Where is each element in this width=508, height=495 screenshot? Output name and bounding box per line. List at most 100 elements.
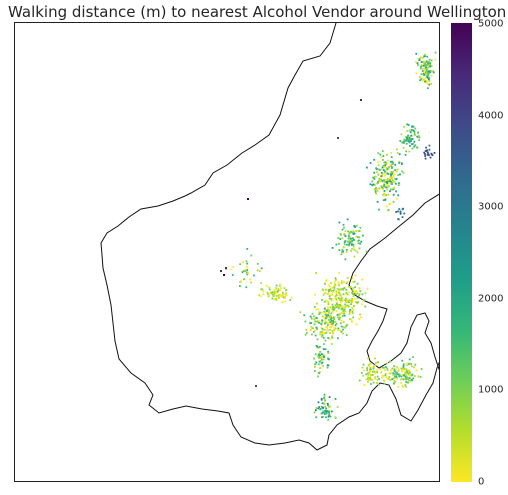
distance-point xyxy=(354,274,357,277)
distance-point xyxy=(266,291,269,294)
distance-point xyxy=(351,289,354,291)
distance-point xyxy=(332,320,334,322)
distance-point xyxy=(392,377,395,380)
distance-point xyxy=(377,161,380,163)
map-title: Walking distance (m) to nearest Alcohol … xyxy=(8,3,507,21)
distance-point xyxy=(418,76,421,78)
distance-point xyxy=(284,293,287,296)
distance-point xyxy=(399,210,402,213)
distance-point xyxy=(267,293,270,296)
distance-point xyxy=(402,147,405,149)
distance-point xyxy=(384,369,386,371)
distance-point xyxy=(321,361,324,364)
distance-point xyxy=(335,298,338,300)
distance-point xyxy=(408,129,411,132)
distance-point xyxy=(332,332,335,335)
distance-point xyxy=(290,296,293,299)
distance-point xyxy=(406,376,408,379)
distance-point xyxy=(350,299,353,302)
distance-point xyxy=(363,384,366,386)
distance-point xyxy=(313,318,316,321)
distance-point xyxy=(325,326,328,328)
distance-point xyxy=(262,290,265,293)
distance-point xyxy=(326,315,329,317)
distance-point xyxy=(265,284,268,287)
distance-point xyxy=(329,323,332,325)
distance-point xyxy=(356,297,359,299)
distance-point xyxy=(322,348,325,350)
distance-point xyxy=(303,314,306,317)
distance-point xyxy=(335,297,337,299)
distance-point xyxy=(396,366,399,368)
distance-point xyxy=(318,406,320,408)
distance-point xyxy=(415,146,418,149)
distance-point xyxy=(428,70,431,73)
distance-point xyxy=(400,367,403,370)
distance-point xyxy=(279,289,282,292)
distance-point xyxy=(356,292,359,295)
distance-point xyxy=(378,378,380,380)
distance-point xyxy=(323,310,325,313)
distance-point xyxy=(358,287,361,289)
distance-point xyxy=(310,326,313,329)
distance-point xyxy=(370,374,372,377)
distance-point xyxy=(315,407,318,409)
distance-point xyxy=(355,230,358,232)
distance-point xyxy=(334,284,337,286)
distance-point xyxy=(410,374,413,377)
distance-point xyxy=(344,240,347,242)
distance-point xyxy=(338,288,341,291)
distance-point xyxy=(402,374,405,377)
distance-point xyxy=(321,402,324,405)
distance-point xyxy=(389,176,392,178)
distance-point xyxy=(365,378,367,381)
distance-point xyxy=(367,364,370,367)
distance-point xyxy=(427,65,429,68)
distance-point xyxy=(381,185,384,187)
distance-point xyxy=(369,373,371,376)
distance-point xyxy=(402,172,405,174)
distance-point xyxy=(387,173,390,175)
distance-point xyxy=(425,146,427,149)
distance-point xyxy=(313,323,316,326)
distance-point xyxy=(331,247,334,249)
distance-point xyxy=(410,363,413,365)
distance-point xyxy=(353,248,355,251)
distance-point xyxy=(345,298,348,300)
distance-point xyxy=(341,288,344,290)
distance-point xyxy=(397,218,400,220)
distance-point xyxy=(392,374,395,376)
distance-point xyxy=(339,305,341,308)
distance-point xyxy=(420,61,423,63)
distance-point xyxy=(390,171,393,173)
distance-point xyxy=(411,125,413,128)
distance-point xyxy=(278,284,281,287)
distance-point xyxy=(323,396,326,399)
distance-point xyxy=(250,254,253,257)
distance-point xyxy=(324,311,327,314)
distance-point xyxy=(317,319,320,322)
distance-point xyxy=(335,305,338,308)
distance-point xyxy=(341,282,343,285)
distance-point xyxy=(401,359,404,362)
distance-point xyxy=(424,70,427,72)
distance-point xyxy=(405,139,407,142)
distance-point xyxy=(424,150,427,152)
distance-point xyxy=(245,271,248,274)
distance-point xyxy=(333,329,335,332)
distance-point xyxy=(322,358,325,361)
distance-point xyxy=(313,357,315,360)
distance-point xyxy=(343,281,345,283)
colorbar-tick-label: 4000 xyxy=(478,110,504,122)
distance-point xyxy=(249,278,251,281)
map-area[interactable] xyxy=(14,22,440,482)
distance-point xyxy=(406,136,408,139)
distance-point xyxy=(394,169,396,171)
distance-point xyxy=(327,300,329,303)
distance-point xyxy=(315,272,317,274)
distance-point xyxy=(333,326,336,329)
distance-point xyxy=(376,371,378,374)
distance-point xyxy=(273,293,276,295)
distance-point xyxy=(311,333,313,336)
distance-point xyxy=(430,82,433,85)
